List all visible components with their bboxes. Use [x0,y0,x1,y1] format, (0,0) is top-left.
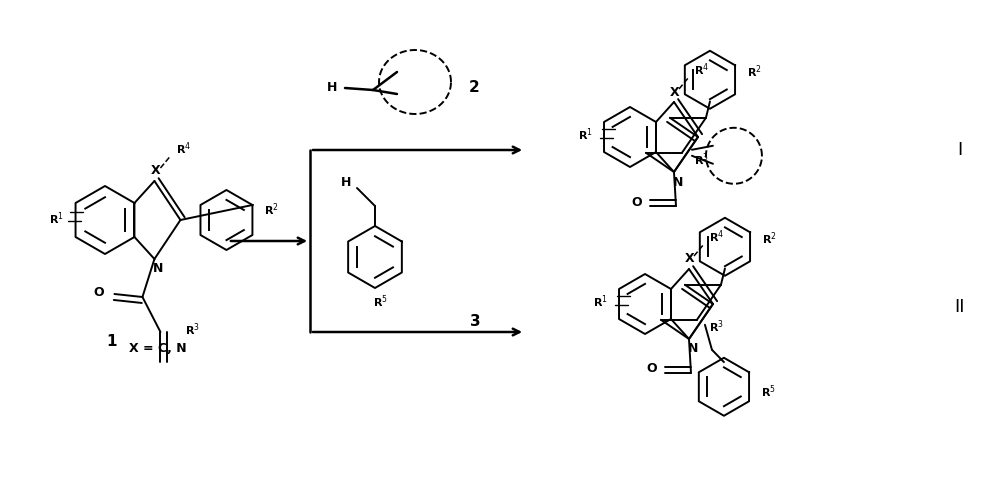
Text: R$^4$: R$^4$ [709,229,724,246]
Text: II: II [955,298,965,316]
Text: I: I [957,141,963,159]
Text: N: N [673,176,683,188]
Text: R$^2$: R$^2$ [264,202,279,218]
Text: R$^5$: R$^5$ [761,383,776,400]
Text: X: X [151,164,160,178]
Text: X = C, N: X = C, N [129,341,187,355]
Text: R$^5$: R$^5$ [373,294,387,310]
Text: 3: 3 [470,314,481,330]
Text: 1: 1 [107,335,117,349]
Text: N: N [153,262,164,275]
Text: R$^1$: R$^1$ [578,127,593,143]
Text: X: X [685,252,695,266]
Text: X: X [670,86,680,98]
Text: 2: 2 [469,80,480,94]
Text: R$^4$: R$^4$ [694,62,709,78]
Text: R$^3$: R$^3$ [185,322,200,338]
Text: R$^2$: R$^2$ [747,63,762,80]
Text: O: O [646,363,657,375]
Text: H: H [327,81,337,93]
Text: R$^1$: R$^1$ [49,211,64,227]
Text: O: O [94,285,104,299]
Text: O: O [631,195,642,209]
Text: N: N [688,342,698,356]
Text: R$^4$: R$^4$ [176,141,192,157]
Text: R$^3$: R$^3$ [694,152,709,168]
Text: R$^3$: R$^3$ [709,318,724,335]
Text: H: H [341,177,351,189]
Text: R$^2$: R$^2$ [762,230,777,247]
Text: R$^1$: R$^1$ [593,294,608,310]
